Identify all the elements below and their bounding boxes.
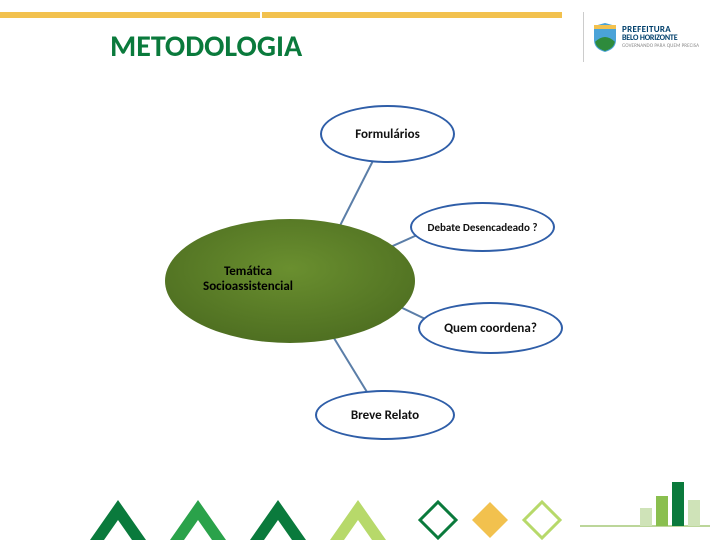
node-formularios: Formulários — [320, 105, 455, 163]
logo-line2: BELO HORIZONTE — [622, 34, 699, 42]
header-stripe — [0, 12, 260, 18]
shield-icon — [592, 22, 618, 52]
node-relato: Breve Relato — [315, 390, 455, 440]
node-central: Temática Socioassistencial — [188, 264, 308, 294]
node-debate: Debate Desencadeado ? — [410, 202, 555, 252]
diagram-canvas — [0, 0, 720, 540]
page-title: METODOLOGIA — [110, 28, 302, 65]
node-quem: Quem coordena? — [418, 302, 563, 354]
header-stripe — [262, 12, 562, 18]
logo-tagline: GOVERNANDO PARA QUEM PRECISA — [622, 44, 699, 49]
logo-prefeitura: PREFEITURA BELO HORIZONTE GOVERNANDO PAR… — [583, 12, 708, 62]
bottom-decoration — [0, 460, 720, 540]
